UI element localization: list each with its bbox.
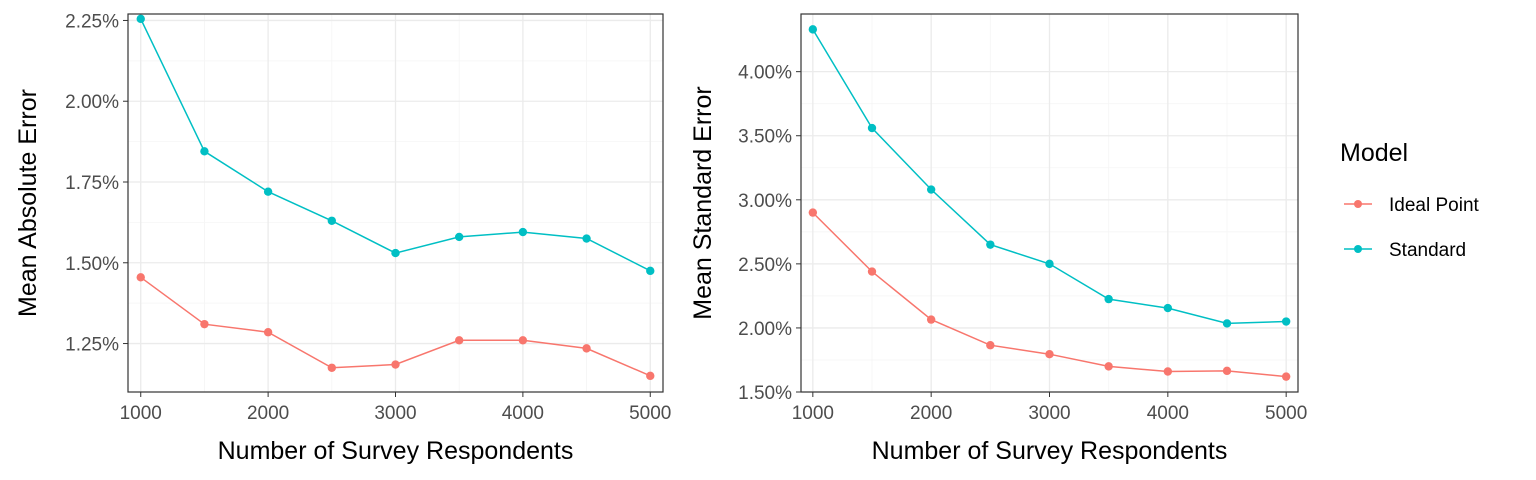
- legend-label-standard: Standard: [1389, 240, 1466, 261]
- data-point-ideal-point: [518, 336, 528, 345]
- data-point-ideal-point: [200, 319, 209, 329]
- data-point-standard: [327, 216, 337, 225]
- legend-key-point-standard: [1354, 245, 1362, 253]
- data-point-standard: [1222, 319, 1232, 328]
- legend: Model Ideal Point Standard: [1340, 139, 1480, 261]
- data-point-standard: [263, 187, 273, 196]
- legend-key-point-ideal-point: [1354, 200, 1362, 208]
- data-point-ideal-point: [1104, 362, 1113, 371]
- data-point-ideal-point: [582, 344, 591, 353]
- data-point-standard: [926, 185, 936, 194]
- y-axis-title: Mean Absolute Error: [14, 89, 42, 317]
- data-point-standard: [391, 248, 400, 258]
- data-point-ideal-point: [1045, 350, 1054, 359]
- data-point-ideal-point: [1281, 372, 1291, 381]
- data-point-ideal-point: [327, 363, 337, 372]
- data-point-standard: [518, 227, 528, 237]
- x-tick-label: 5000: [1265, 403, 1307, 424]
- data-point-standard: [1104, 294, 1113, 304]
- legend-entry-standard: Standard: [1344, 240, 1466, 261]
- data-point-standard: [1045, 259, 1054, 269]
- data-point-standard: [200, 147, 209, 156]
- data-point-ideal-point: [1163, 367, 1173, 376]
- y-tick-label: 4.00%: [738, 63, 792, 84]
- data-point-ideal-point: [136, 273, 145, 282]
- data-point-ideal-point: [646, 371, 655, 381]
- data-point-standard: [454, 232, 464, 242]
- data-point-ideal-point: [867, 267, 877, 276]
- y-tick-label: 2.25%: [65, 11, 119, 32]
- data-point-ideal-point: [454, 336, 464, 345]
- data-point-ideal-point: [1222, 366, 1232, 376]
- x-tick-label: 3000: [1028, 403, 1070, 424]
- chart-panel-mean-standard-error: 1000 2000 3000 4000 5000 1.50% 2.00% 2.50% 3.00%…: [689, 13, 1307, 465]
- x-tick-label: 4000: [502, 403, 544, 424]
- y-tick-label: 2.00%: [65, 92, 119, 113]
- data-point-standard: [582, 234, 591, 243]
- y-tick-label: 1.75%: [65, 173, 119, 194]
- data-point-ideal-point: [808, 208, 818, 217]
- data-point-ideal-point: [986, 341, 995, 350]
- chart-panel-mean-absolute-error: 1000 2000 3000 4000 5000 1.25% 1.50% 1.75% 2.00%…: [14, 11, 671, 465]
- data-point-standard: [986, 240, 995, 249]
- y-tick-label: 1.50%: [738, 383, 792, 404]
- data-point-standard: [136, 14, 145, 24]
- x-axis-title: Number of Survey Respondents: [872, 437, 1228, 465]
- x-tick-label: 1000: [120, 403, 162, 424]
- x-axis-title: Number of Survey Respondents: [218, 437, 574, 465]
- x-tick-label: 2000: [910, 403, 952, 424]
- y-tick-label: 3.00%: [738, 191, 792, 212]
- data-point-ideal-point: [263, 328, 273, 337]
- data-point-standard: [808, 25, 818, 34]
- legend-entry-ideal-point: Ideal Point: [1344, 195, 1480, 216]
- data-point-standard: [1281, 317, 1291, 326]
- x-tick-label: 4000: [1147, 403, 1189, 424]
- y-tick-label: 1.50%: [65, 254, 119, 275]
- data-point-ideal-point: [926, 315, 936, 324]
- x-tick-label: 2000: [247, 403, 289, 424]
- legend-title: Model: [1340, 139, 1408, 167]
- x-tick-label: 1000: [792, 403, 834, 424]
- y-tick-label: 2.50%: [738, 255, 792, 276]
- data-point-standard: [646, 266, 655, 276]
- y-tick-label: 2.00%: [738, 319, 792, 340]
- data-point-ideal-point: [391, 360, 400, 369]
- y-tick-label: 1.25%: [65, 335, 119, 356]
- x-tick-label: 5000: [629, 403, 671, 424]
- y-axis-title: Mean Standard Error: [689, 86, 717, 319]
- data-point-standard: [1163, 303, 1173, 313]
- x-tick-label: 3000: [374, 403, 416, 424]
- y-tick-label: 3.50%: [738, 127, 792, 148]
- legend-label-ideal-point: Ideal Point: [1389, 195, 1480, 216]
- data-point-standard: [867, 123, 877, 133]
